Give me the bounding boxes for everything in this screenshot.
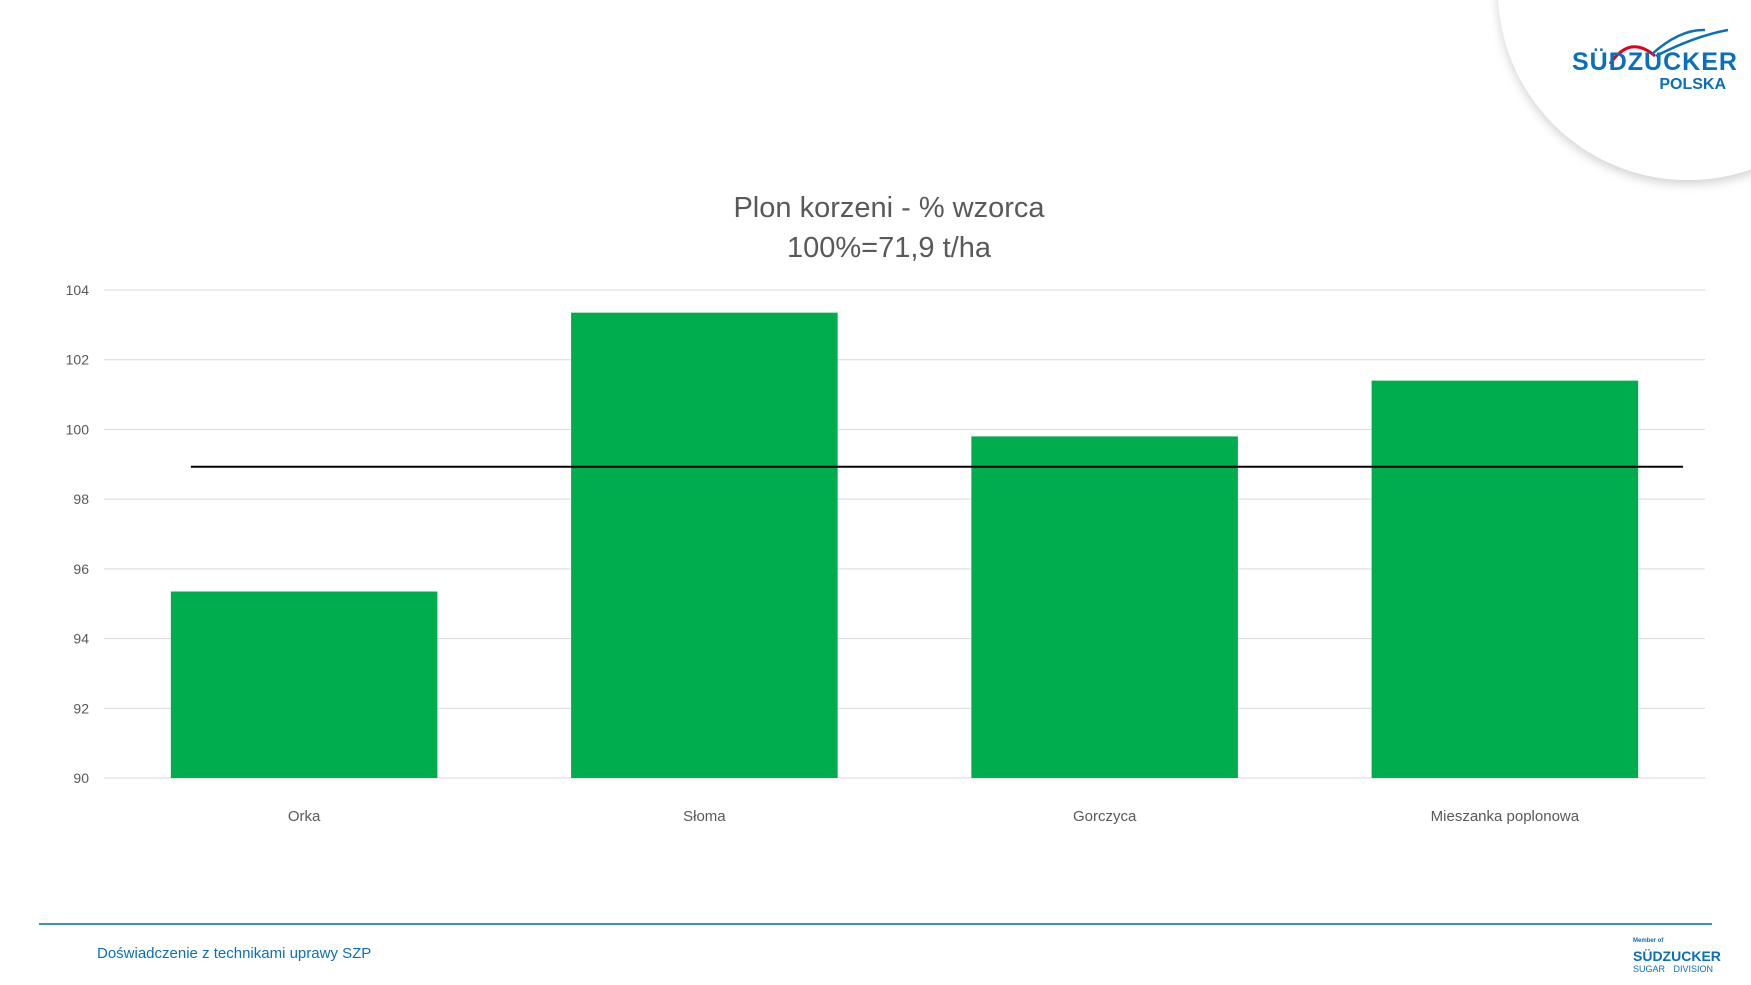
y-tick-label: 98 <box>73 491 89 507</box>
x-tick-label: Słoma <box>683 808 726 825</box>
footer-divider <box>39 923 1712 925</box>
y-tick-label: 102 <box>66 352 90 368</box>
bar-słoma <box>571 312 838 778</box>
y-tick-label: 104 <box>66 282 90 298</box>
bar-chart: Plon korzeni - % wzorca 100%=71,9 t/ha 9… <box>66 192 1705 825</box>
y-tick-label: 100 <box>66 421 90 437</box>
member-sugar-text: SUGAR <box>1633 964 1666 974</box>
x-tick-label: Orka <box>288 808 321 825</box>
y-tick-label: 90 <box>73 770 89 786</box>
y-tick-label: 96 <box>73 561 89 577</box>
member-of-sudzucker-logo: Member of SÜDZUCKER SUGAR DIVISION <box>1630 935 1721 980</box>
chart-title: Plon korzeni - % wzorca <box>733 192 1045 224</box>
logo-sub-text: POLSKA <box>1659 76 1726 93</box>
sudzucker-polska-logo: SÜDZUCKER POLSKA <box>1570 24 1737 94</box>
member-division-text: DIVISION <box>1673 964 1713 974</box>
x-tick-label: Gorczyca <box>1073 808 1137 825</box>
member-brand-text: SÜDZUCKER <box>1633 948 1721 964</box>
logo-corner-circle <box>1498 0 1751 180</box>
logo-swoosh-icon <box>1608 28 1729 64</box>
y-tick-label: 92 <box>73 700 89 716</box>
bar-gorczyca <box>971 436 1238 778</box>
bar-mieszanka-poplonowa <box>1371 380 1639 778</box>
bar-orka <box>170 591 438 778</box>
logo-brand-text: SÜDZUCKER <box>1572 48 1738 76</box>
y-tick-label: 94 <box>73 631 89 647</box>
x-tick-label: Mieszanka poplonowa <box>1431 808 1580 825</box>
chart-subtitle: 100%=71,9 t/ha <box>787 232 992 264</box>
member-of-text: Member of <box>1633 938 1664 944</box>
footer-title: Doświadczenie z technikami uprawy SZP <box>97 945 372 962</box>
